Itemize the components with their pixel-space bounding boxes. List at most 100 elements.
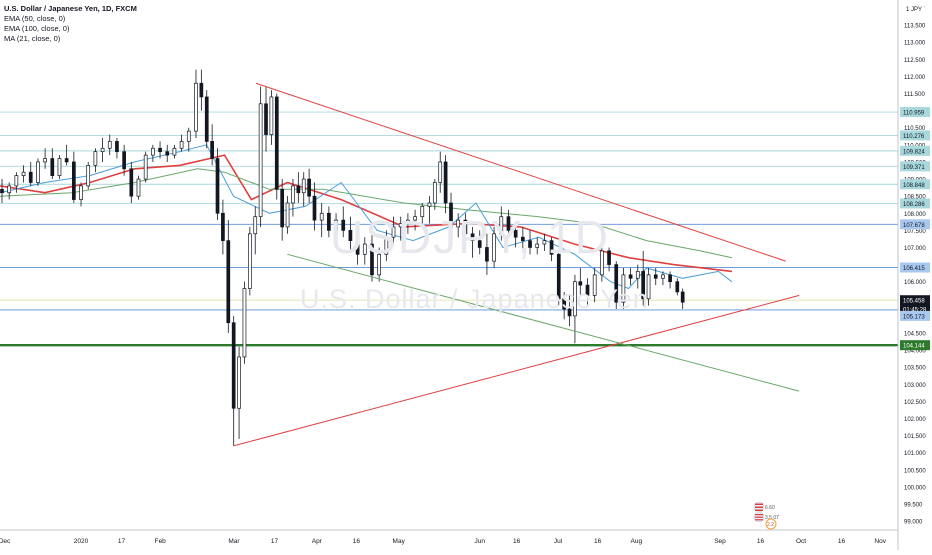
candle-body[interactable] (628, 274, 633, 279)
candle-body[interactable] (172, 147, 177, 156)
candle-body[interactable] (285, 202, 290, 228)
candle-body[interactable] (100, 147, 105, 153)
indicator-ma-21[interactable]: MA (21, close, 0) (4, 34, 61, 43)
candle-body[interactable] (427, 202, 432, 207)
candle-body[interactable] (21, 171, 26, 176)
candle-body[interactable] (456, 219, 461, 228)
candle-body[interactable] (301, 178, 306, 194)
candle-body[interactable] (562, 298, 566, 310)
price-label-box[interactable] (900, 262, 930, 273)
candle-body[interactable] (600, 250, 604, 276)
price-label-box[interactable] (900, 145, 930, 156)
candle-body[interactable] (296, 185, 301, 194)
candle-body[interactable] (291, 185, 295, 204)
chart-title[interactable]: U.S. Dollar / Japanese Yen, 1D, FXCM (4, 4, 137, 13)
candle-body[interactable] (136, 178, 141, 197)
ma-series-line[interactable] (0, 144, 733, 290)
candle-body[interactable] (573, 281, 577, 317)
candle-body[interactable] (158, 147, 162, 153)
candle-body[interactable] (264, 103, 268, 135)
candle-body[interactable] (370, 243, 374, 276)
candle-body[interactable] (28, 171, 33, 183)
candle-body[interactable] (348, 230, 353, 241)
price-label-box[interactable] (900, 219, 930, 230)
candle-body[interactable] (57, 158, 62, 176)
candle-body[interactable] (578, 281, 583, 286)
candle-body[interactable] (542, 240, 547, 245)
candle-body[interactable] (680, 291, 685, 303)
candle-body[interactable] (614, 264, 619, 303)
candle-body[interactable] (165, 151, 170, 156)
candle-body[interactable] (204, 96, 209, 142)
candle-body[interactable] (513, 230, 518, 238)
candle-body[interactable] (449, 202, 453, 228)
candle-body[interactable] (556, 253, 561, 300)
candle-body[interactable] (413, 216, 417, 221)
candle-body[interactable] (186, 130, 191, 142)
candle-body[interactable] (43, 158, 47, 163)
candle-body[interactable] (312, 195, 317, 221)
candle-body[interactable] (7, 185, 12, 194)
candle-body[interactable] (86, 165, 91, 187)
candle-body[interactable] (384, 236, 389, 255)
candle-body[interactable] (432, 182, 437, 204)
candle-body[interactable] (377, 253, 382, 276)
candle-body[interactable] (492, 233, 496, 262)
candle-body[interactable] (226, 240, 231, 324)
candle-body[interactable] (129, 168, 134, 197)
price-label-box[interactable] (900, 295, 930, 306)
candle-body[interactable] (646, 274, 651, 300)
candle-body[interactable] (535, 243, 540, 248)
candle-body[interactable] (280, 188, 285, 228)
candle-body[interactable] (107, 141, 112, 149)
candle-body[interactable] (635, 271, 640, 279)
candle-body[interactable] (36, 161, 40, 183)
price-label-box[interactable] (900, 310, 930, 321)
candle-body[interactable] (661, 274, 665, 279)
candle-body[interactable] (485, 247, 489, 262)
candle-body[interactable] (621, 274, 626, 303)
candle-body[interactable] (237, 356, 241, 409)
price-label-box[interactable] (900, 130, 930, 141)
candle-body[interactable] (528, 240, 532, 248)
candle-body[interactable] (334, 219, 338, 231)
price-label-box[interactable] (900, 340, 930, 351)
candle-body[interactable] (470, 233, 475, 241)
candle-body[interactable] (668, 274, 672, 283)
candle-body[interactable] (438, 161, 443, 183)
candle-body[interactable] (210, 141, 214, 159)
candle-body[interactable] (398, 223, 403, 228)
candle-body[interactable] (391, 226, 396, 238)
candle-body[interactable] (93, 151, 98, 166)
price-label-box[interactable] (900, 304, 930, 315)
candle-body[interactable] (14, 175, 19, 187)
candle-body[interactable] (307, 178, 311, 197)
candle-body[interactable] (194, 82, 198, 132)
candle-body[interactable] (151, 147, 155, 156)
candle-body[interactable] (115, 141, 119, 153)
candle-body[interactable] (549, 240, 554, 255)
candle-body[interactable] (215, 158, 220, 214)
candle-body[interactable] (520, 236, 525, 241)
candle-body[interactable] (221, 212, 225, 241)
trendline[interactable] (233, 294, 800, 447)
candle-body[interactable] (506, 216, 511, 231)
trendline[interactable] (255, 82, 786, 262)
candle-body[interactable] (253, 216, 258, 235)
candle-body[interactable] (231, 322, 236, 409)
candle-body[interactable] (242, 288, 247, 358)
candle-body[interactable] (258, 103, 263, 218)
candle-body[interactable] (327, 212, 331, 231)
candle-body[interactable] (0, 188, 4, 194)
candle-body[interactable] (269, 96, 274, 135)
candle-body[interactable] (319, 212, 324, 221)
candle-body[interactable] (355, 240, 360, 255)
candle-body[interactable] (199, 82, 204, 98)
candle-body[interactable] (143, 154, 148, 180)
candle-body[interactable] (567, 308, 572, 317)
candle-body[interactable] (247, 233, 252, 289)
candle-body[interactable] (179, 141, 184, 149)
price-label-box[interactable] (900, 107, 930, 118)
